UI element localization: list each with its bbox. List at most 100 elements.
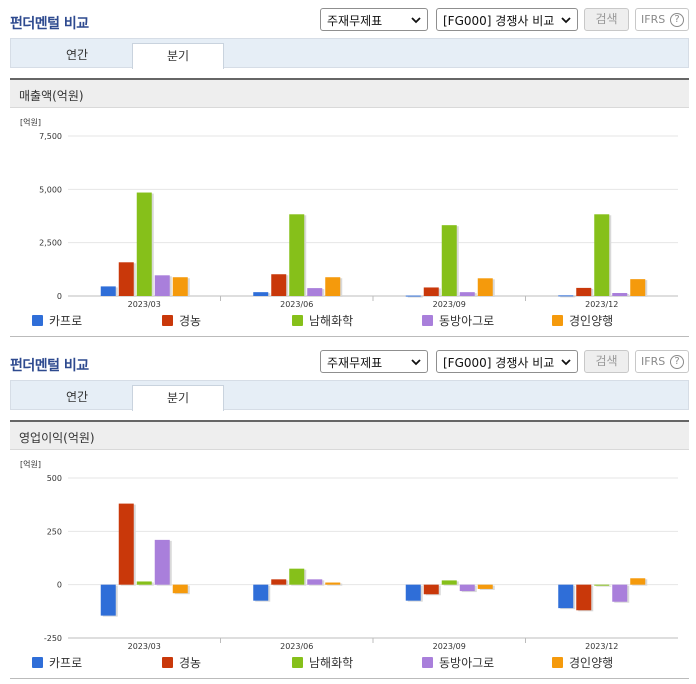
bar[interactable] [477,278,493,296]
bar[interactable] [172,584,188,594]
bar[interactable] [576,584,592,611]
legend-label: 남해화학 [309,656,354,670]
bar[interactable] [271,579,287,585]
bar[interactable] [441,225,457,296]
legend-label: 경인양행 [569,656,614,670]
panel-divider [10,78,689,80]
peer-group-select[interactable]: [FG000] 경쟁사 비교 [436,350,578,373]
bar[interactable] [253,292,269,296]
ifrs-help-button[interactable]: IFRS ? [635,350,689,373]
tab-annual[interactable]: 연간 [65,390,89,404]
help-icon: ? [670,13,684,27]
legend-item[interactable]: 동방아그로 [422,654,494,670]
legend-item[interactable]: 경농 [162,312,201,328]
legend-swatch [422,657,433,668]
bar[interactable] [100,584,116,616]
x-category-label: 2023/09 [433,300,466,309]
legend-swatch [552,315,563,326]
bar[interactable] [325,582,341,585]
bar[interactable] [405,295,421,297]
x-category-label: 2023/12 [585,300,618,309]
tab-annual[interactable]: 연간 [65,48,89,62]
panel-title: 영업이익(억원) [19,431,95,445]
statement-type-select[interactable]: 주재무제표 [320,8,428,31]
bar[interactable] [558,584,574,609]
legend-item[interactable]: 카프로 [32,654,82,670]
chevron-down-icon [561,17,571,24]
bar[interactable] [271,274,287,296]
peer-group-select[interactable]: [FG000] 경쟁사 비교 [436,8,578,31]
bar[interactable] [307,579,323,585]
bar[interactable] [423,287,439,296]
panel-title: 매출액(억원) [19,89,84,103]
legend-label: 남해화학 [309,314,354,328]
statement-type-value: 주재무제표 [327,356,383,370]
y-axis-unit-label: [억원] [20,459,41,469]
bar[interactable] [405,584,421,601]
legend-item[interactable]: 카프로 [32,312,82,328]
bar[interactable] [459,292,475,296]
legend-swatch [162,657,173,668]
bar[interactable] [118,262,134,296]
y-tick-label: 7,500 [39,132,62,141]
statement-type-value: 주재무제표 [327,14,383,28]
legend-item[interactable]: 남해화학 [292,312,353,328]
statement-type-select[interactable]: 주재무제표 [320,350,428,373]
revenue-chart-svg: [억원] 7,500 5,000 2,500 0 2023/03 2023/06 2023/0… [20,117,678,309]
legend-item[interactable]: 남해화학 [292,654,353,670]
search-button[interactable]: 검색 [584,350,629,373]
legend-label: 동방아그로 [439,314,495,328]
y-tick-label: 2,500 [39,239,62,248]
bar[interactable] [612,584,628,602]
bar-shadow [407,296,423,298]
bar[interactable] [441,580,457,585]
bar[interactable] [630,279,646,296]
chevron-down-icon [561,359,571,366]
bar[interactable] [558,295,574,297]
bar[interactable] [594,214,610,296]
section-header: 펀더멘털 비교 주재무제표 [FG000] 경쟁사 비교 검색 IFRS ? [0,0,696,38]
bar[interactable] [423,584,439,595]
legend-item[interactable]: 경농 [162,654,201,670]
bar[interactable] [576,287,592,296]
bar[interactable] [172,277,188,296]
x-category-label: 2023/06 [280,300,313,309]
bar[interactable] [325,277,341,296]
y-axis-unit-label: [억원] [20,117,41,127]
legend-label: 카프로 [49,656,83,670]
legend-swatch [32,657,43,668]
fundamental-compare-section-operating-income: 펀더멘털 비교 주재무제표 [FG000] 경쟁사 비교 검색 IFRS ? 연… [0,342,696,684]
legend-item[interactable]: 경인양행 [552,654,613,670]
bar[interactable] [136,192,152,296]
y-tick-label: 0 [57,581,62,590]
bar[interactable] [100,286,116,296]
bar[interactable] [459,584,475,592]
bar[interactable] [136,581,152,585]
bar[interactable] [118,503,134,585]
legend-swatch [552,657,563,668]
bar[interactable] [630,578,646,585]
ifrs-help-button[interactable]: IFRS ? [635,8,689,31]
bar[interactable] [477,584,493,589]
ifrs-label: IFRS [641,13,666,26]
bar[interactable] [594,584,610,586]
search-button[interactable]: 검색 [584,8,629,31]
panel-divider [10,420,689,422]
bar[interactable] [289,214,305,296]
panel-header: 영업이익(억원) [10,422,689,450]
bar[interactable] [612,293,628,296]
legend-label: 동방아그로 [439,656,495,670]
bar[interactable] [289,568,305,585]
legend-item[interactable]: 경인양행 [552,312,613,328]
tab-quarter[interactable]: 분기 [132,385,224,411]
revenue-chart: [억원] 7,500 5,000 2,500 0 2023/03 2023/06 2023/0… [10,108,689,336]
bar[interactable] [154,275,170,296]
legend-swatch [292,657,303,668]
tab-quarter[interactable]: 분기 [132,43,224,69]
operating-income-chart-svg: [억원] 500 250 0 -250 2023/03 2023/06 2023/09 2023… [20,459,678,651]
legend-item[interactable]: 동방아그로 [422,312,494,328]
bar[interactable] [307,288,323,296]
bar[interactable] [253,584,269,601]
bar[interactable] [154,539,170,585]
x-category-label: 2023/03 [128,642,161,651]
